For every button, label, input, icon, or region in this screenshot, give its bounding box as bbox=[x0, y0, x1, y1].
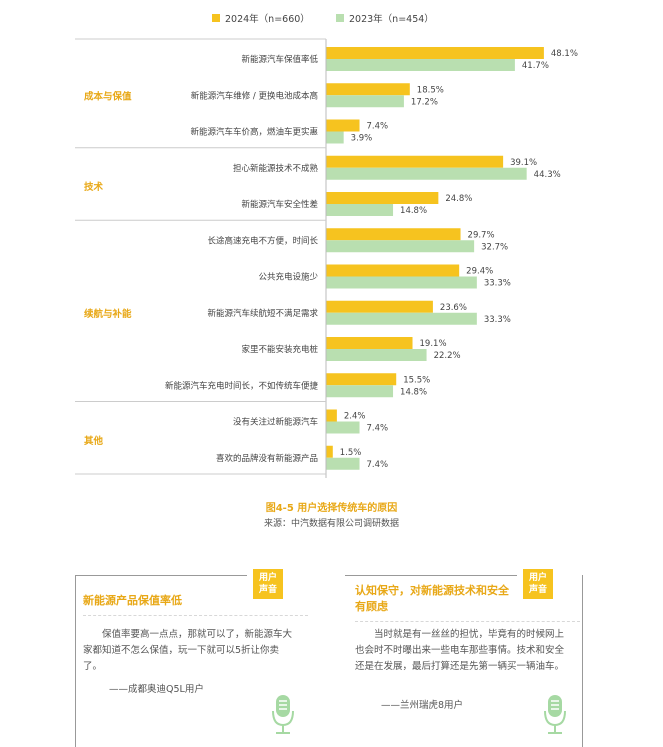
bar-2023 bbox=[326, 95, 404, 108]
category-label: 公共充电设施少 bbox=[258, 272, 318, 283]
legend-label-2: 2023年（n=454） bbox=[349, 13, 434, 25]
card-title: 认知保守，对新能源技术和安全有顾虑 bbox=[355, 584, 509, 613]
group-label: 技术 bbox=[84, 181, 104, 193]
card-attribution: ——成都奥迪Q5L用户 bbox=[109, 684, 204, 695]
bar-2024 bbox=[326, 83, 410, 96]
data-label-2023: 33.3% bbox=[484, 315, 511, 325]
legend-swatch-1 bbox=[212, 14, 220, 22]
category-label: 担心新能源技术不成熟 bbox=[233, 163, 319, 174]
data-label-2024: 29.7% bbox=[468, 230, 495, 240]
bar-2024 bbox=[326, 373, 397, 386]
data-label-2023: 7.4% bbox=[367, 424, 389, 434]
badge-line-1: 用户 bbox=[258, 573, 277, 583]
user-voice-badge: 用户 声音 bbox=[523, 569, 553, 599]
data-label-2023: 17.2% bbox=[411, 97, 438, 107]
data-label-2023: 32.7% bbox=[481, 242, 508, 252]
card-attribution: ——兰州瑞虎8用户 bbox=[381, 700, 464, 711]
bar-2024 bbox=[326, 445, 333, 458]
microphone-icon bbox=[544, 695, 566, 734]
card-divider bbox=[83, 615, 308, 616]
data-label-2023: 14.8% bbox=[400, 206, 427, 216]
bar-2023 bbox=[326, 312, 477, 325]
bar-2023 bbox=[326, 349, 427, 361]
category-label: 新能源汽车维修 / 更换电池成本高 bbox=[191, 90, 318, 101]
chart-caption: 图4-5 用户选择传统车的原因 bbox=[265, 503, 398, 514]
bar-2024 bbox=[326, 119, 360, 132]
bar-2024 bbox=[326, 337, 413, 349]
data-label-2024: 29.4% bbox=[466, 267, 493, 277]
category-label: 新能源汽车续航短不满足需求 bbox=[207, 308, 318, 319]
legend-swatch-2 bbox=[336, 14, 344, 22]
bar-2024 bbox=[326, 264, 460, 277]
bar-2024 bbox=[326, 228, 461, 241]
bar-2024 bbox=[326, 192, 439, 204]
data-label-2023: 7.4% bbox=[367, 460, 389, 470]
badge-line-2: 声音 bbox=[258, 585, 277, 595]
data-label-2023: 22.2% bbox=[434, 351, 461, 361]
data-label-2023: 33.3% bbox=[484, 279, 511, 289]
data-label-2024: 39.1% bbox=[510, 158, 537, 168]
bar-2024 bbox=[326, 300, 433, 313]
data-label-2023: 44.3% bbox=[534, 170, 561, 180]
category-label: 新能源汽车充电时间长，不如传统车便捷 bbox=[165, 380, 319, 391]
data-label-2024: 18.5% bbox=[417, 85, 444, 95]
data-label-2024: 23.6% bbox=[440, 303, 467, 313]
category-label: 长途高速充电不方便，时间长 bbox=[207, 235, 318, 246]
data-label-2024: 15.5% bbox=[403, 375, 430, 385]
data-label-2024: 2.4% bbox=[344, 412, 366, 422]
bar-2023 bbox=[326, 457, 360, 470]
card-border-top bbox=[345, 575, 517, 576]
card-quote: 保值率要高一点点，那就可以了，新能源车大家都知道不怎么保值，玩一下就可以5折让你… bbox=[83, 629, 293, 672]
bar-2023 bbox=[326, 204, 394, 216]
microphone-icon bbox=[272, 695, 294, 734]
bar-2024 bbox=[326, 47, 544, 59]
chart-source: 来源：中汽数据有限公司调研数据 bbox=[263, 519, 399, 529]
group-label: 成本与保值 bbox=[84, 90, 132, 102]
bar-2024 bbox=[326, 155, 504, 168]
data-label-2024: 24.8% bbox=[445, 194, 472, 204]
quote-card-2: 用户 声音 认知保守，对新能源技术和安全有顾虑 当时就是有一丝丝的担忧，毕竟有的… bbox=[345, 569, 583, 747]
data-label-2023: 3.9% bbox=[351, 134, 373, 144]
user-voice-badge: 用户 声音 bbox=[253, 569, 283, 599]
bar-2024 bbox=[326, 409, 337, 422]
badge-line-1: 用户 bbox=[528, 573, 547, 583]
data-label-2023: 41.7% bbox=[522, 61, 549, 71]
data-label-2024: 48.1% bbox=[551, 49, 578, 59]
category-label: 喜欢的品牌没有新能源产品 bbox=[216, 453, 318, 464]
category-label: 家里不能安装充电桩 bbox=[241, 344, 318, 355]
group-label: 续航与补能 bbox=[84, 308, 132, 320]
category-label: 新能源汽车安全性差 bbox=[241, 199, 318, 210]
bar-2023 bbox=[326, 421, 360, 434]
legend-label-1: 2024年（n=660） bbox=[225, 13, 310, 25]
bar-2023 bbox=[326, 59, 515, 71]
data-label-2024: 7.4% bbox=[367, 122, 389, 132]
bar-chart: 2024年（n=660） 2023年（n=454） 新能源汽车保值率低 48.1%41… bbox=[75, 13, 578, 478]
group-label: 其他 bbox=[84, 435, 104, 447]
data-label-2024: 19.1% bbox=[420, 339, 447, 349]
quote-card-1: 用户 声音 新能源产品保值率低 保值率要高一点点，那就可以了，新能源车大家都知道… bbox=[75, 569, 313, 747]
card-quote: 当时就是有一丝丝的担忧，毕竟有的时候网上也会时不时曝出来一些电车那些事情。技术和… bbox=[355, 629, 565, 672]
bar-2023 bbox=[326, 167, 527, 180]
bar-2023 bbox=[326, 276, 477, 289]
card-border-right bbox=[582, 575, 583, 747]
bar-2023 bbox=[326, 240, 475, 253]
category-label: 新能源汽车车价高，燃油车更实惠 bbox=[190, 127, 318, 138]
card-border-top bbox=[75, 575, 247, 576]
card-title: 新能源产品保值率低 bbox=[83, 594, 182, 607]
bar-2023 bbox=[326, 385, 394, 398]
data-label-2023: 14.8% bbox=[400, 387, 427, 397]
badge-line-2: 声音 bbox=[528, 585, 547, 595]
bar-2023 bbox=[326, 131, 344, 144]
data-label-2024: 1.5% bbox=[340, 448, 362, 458]
category-label: 新能源汽车保值率低 bbox=[241, 54, 318, 65]
category-label: 没有关注过新能源汽车 bbox=[233, 417, 318, 428]
card-divider bbox=[355, 621, 580, 622]
card-border-left bbox=[75, 575, 76, 747]
